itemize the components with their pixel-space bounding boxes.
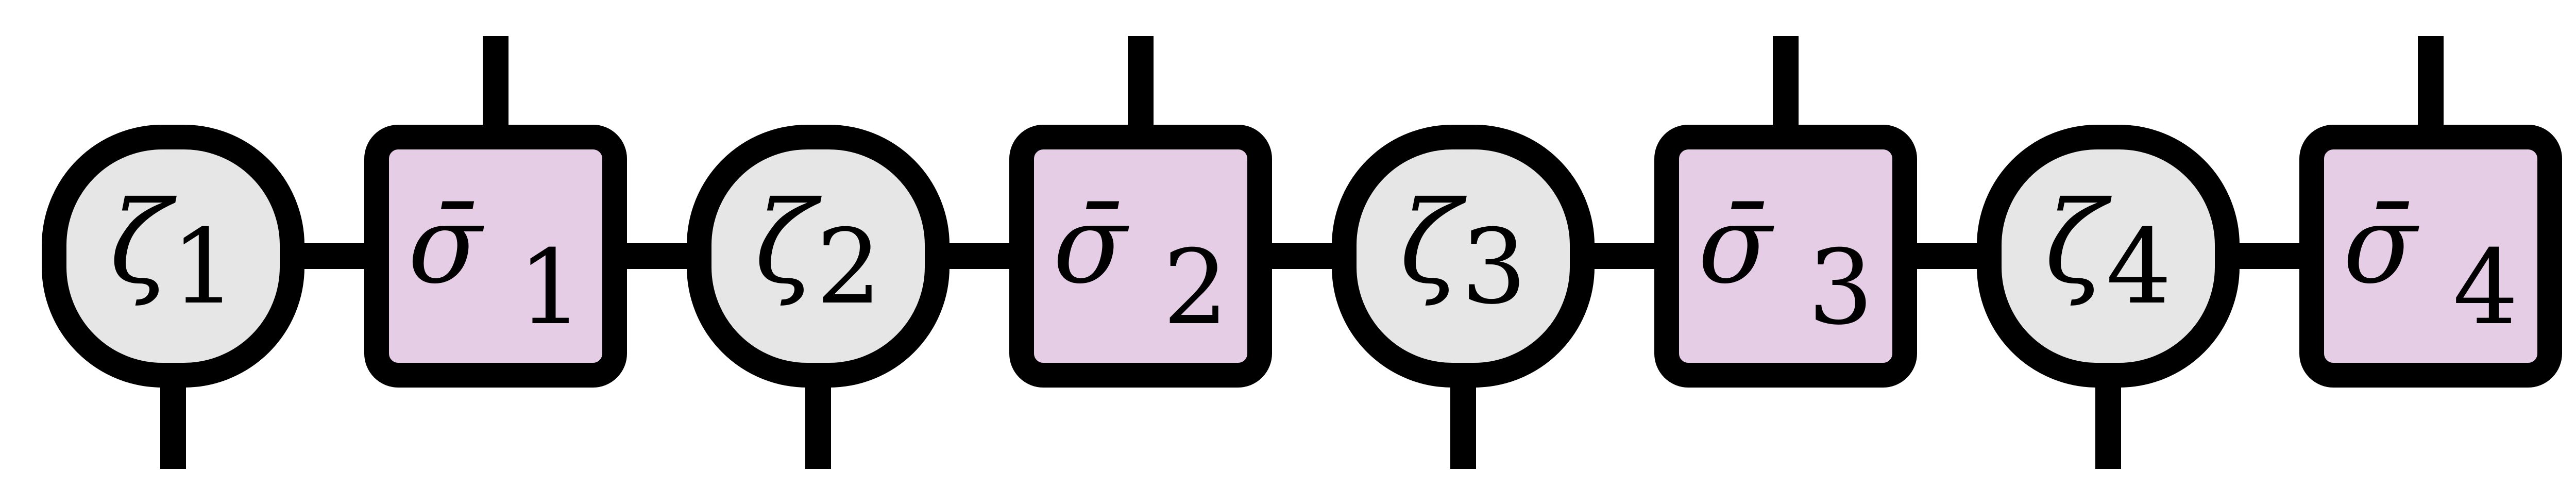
sigma-node-4: σ̄ 4 xyxy=(2299,125,2562,388)
sigma-node-1: σ̄ 1 xyxy=(364,125,627,388)
node-label: σ̄ 1 xyxy=(408,181,584,348)
node-symbol: ζ xyxy=(1400,177,1467,309)
node-label: ζ4 xyxy=(2045,177,2172,327)
nodes: ζ1 σ̄ 1 ζ2 σ̄ 2 ζ3 σ̄ 3 ζ4 σ̄ 4 xyxy=(42,125,2562,388)
node-label: ζ1 xyxy=(110,177,237,327)
node-symbol: ζ xyxy=(755,177,822,309)
zeta-node-3: ζ3 xyxy=(1332,125,1595,388)
node-label: σ̄ 3 xyxy=(1698,181,1874,348)
square-shape xyxy=(364,125,627,388)
square-shape xyxy=(1009,125,1272,388)
circle-shape xyxy=(687,125,950,388)
node-index: 3 xyxy=(1808,228,1873,348)
node-index: 2 xyxy=(1163,228,1228,348)
circle-shape xyxy=(1332,125,1595,388)
node-symbol: ζ xyxy=(2045,177,2112,309)
node-index: 4 xyxy=(2106,207,2172,327)
zeta-node-1: ζ1 xyxy=(42,125,304,388)
node-index: 2 xyxy=(816,207,882,327)
sigma-node-2: σ̄ 2 xyxy=(1009,125,1272,388)
node-symbol: σ̄ xyxy=(2343,181,2420,308)
circle-shape xyxy=(1977,125,2240,388)
node-index: 1 xyxy=(518,228,583,348)
node-label: σ̄ 2 xyxy=(1053,181,1229,348)
node-symbol: σ̄ xyxy=(408,181,485,308)
circle-shape xyxy=(42,125,304,388)
sigma-node-3: σ̄ 3 xyxy=(1654,125,1917,388)
node-label: ζ3 xyxy=(1400,177,1527,327)
square-shape xyxy=(2299,125,2562,388)
square-shape xyxy=(1654,125,1917,388)
zeta-node-2: ζ2 xyxy=(687,125,950,388)
node-index: 4 xyxy=(2453,228,2518,348)
node-symbol: σ̄ xyxy=(1053,181,1130,308)
node-label: ζ2 xyxy=(755,177,882,327)
node-symbol: σ̄ xyxy=(1698,181,1775,308)
zeta-node-4: ζ4 xyxy=(1977,125,2240,388)
node-index: 1 xyxy=(171,207,236,327)
node-label: σ̄ 4 xyxy=(2343,181,2519,348)
node-symbol: ζ xyxy=(110,177,177,309)
node-index: 3 xyxy=(1461,207,1527,327)
